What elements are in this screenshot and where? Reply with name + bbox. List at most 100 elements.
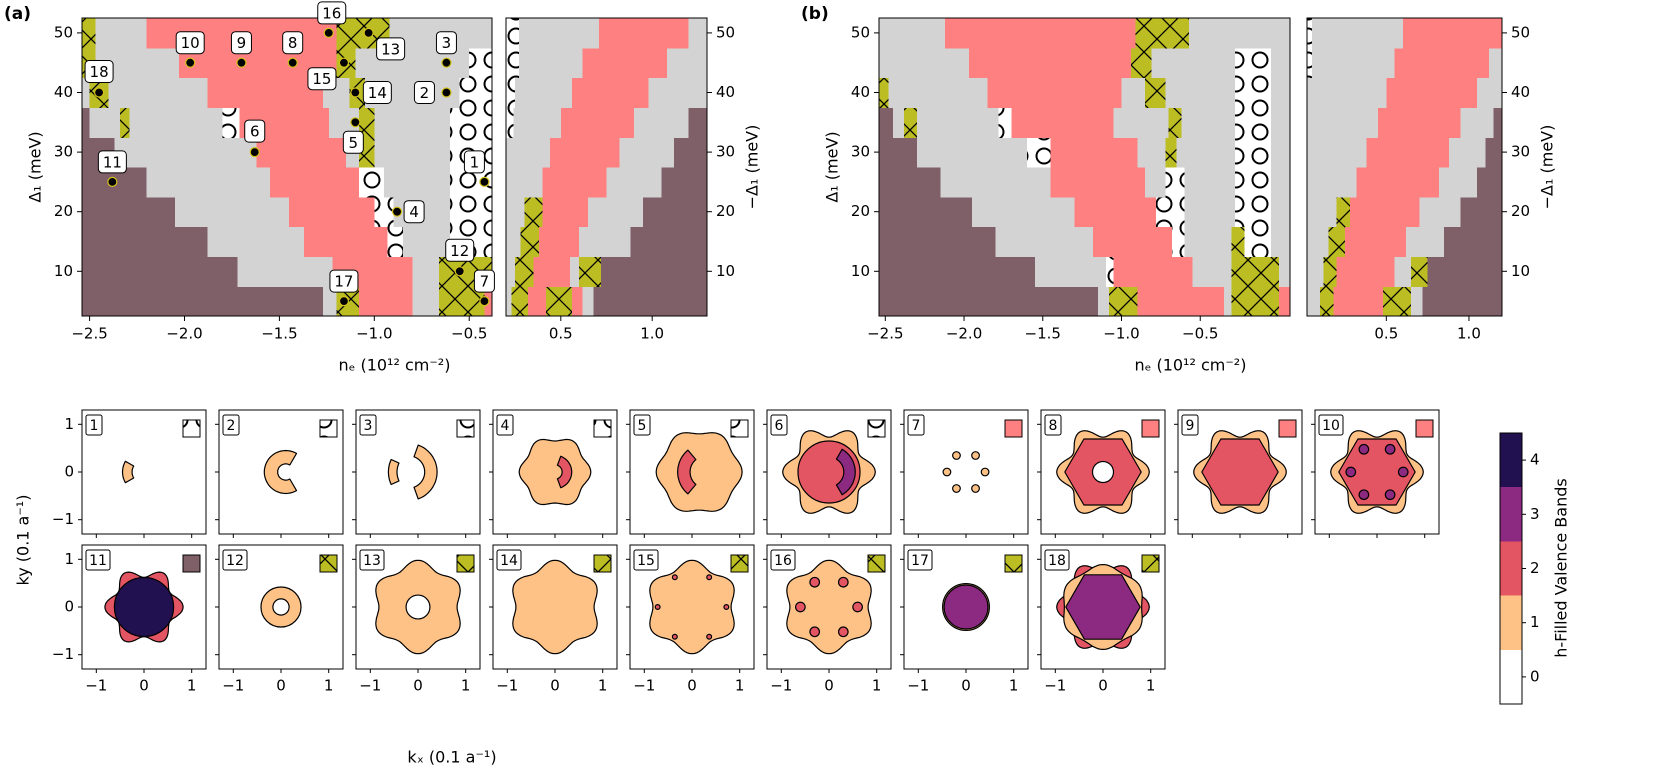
phase-icon — [182, 554, 201, 573]
fermi-pocket — [971, 451, 980, 460]
phase-cell — [1444, 226, 1503, 257]
phase-cell — [412, 286, 440, 317]
x-tick-label: −1.5 — [1025, 325, 1061, 343]
phase-cell — [879, 196, 973, 228]
phase-cell — [606, 167, 662, 198]
phase-cell — [1231, 256, 1280, 287]
state-point — [185, 57, 196, 68]
phase-cell — [542, 167, 608, 198]
fermi-surface — [1056, 564, 1150, 650]
fermi-pocket — [942, 467, 952, 477]
phase-cell — [359, 167, 385, 198]
fermi-pocket — [556, 455, 573, 489]
phase-cell — [643, 196, 708, 228]
state-point — [287, 57, 298, 68]
axes-frame — [1306, 17, 1503, 317]
point-label: 12 — [450, 242, 469, 260]
fermi-surface — [512, 559, 598, 655]
point-label-box — [445, 238, 475, 262]
x-tick-label: 1 — [461, 677, 471, 695]
phase-cell — [359, 107, 375, 138]
phase-icon — [1004, 554, 1023, 573]
phase-icon — [867, 554, 886, 573]
panel-number: 8 — [1049, 418, 1058, 434]
phase-cell — [520, 226, 540, 257]
phase-cell — [237, 256, 334, 287]
phase-cell — [1097, 286, 1110, 317]
fermi-pocket — [795, 601, 806, 613]
phase-icon — [182, 419, 201, 438]
phase-cell — [1402, 18, 1503, 49]
panel-number: 2 — [227, 418, 236, 434]
phase-icon — [1278, 419, 1297, 438]
y-tick-label: 30 — [716, 143, 735, 161]
phase-map — [506, 18, 708, 317]
phase-cell — [506, 167, 544, 198]
phase-cell — [114, 137, 258, 168]
phase-map — [82, 18, 493, 317]
point-label-box — [435, 31, 457, 55]
phase-cell — [1234, 107, 1272, 138]
panel-number-box — [907, 414, 925, 436]
x-axis-label: kₓ (0.1 a⁻¹) — [407, 748, 496, 767]
x-tick-label: 0 — [276, 677, 286, 695]
fermi-surface — [942, 583, 990, 631]
state-point — [350, 117, 361, 128]
y-tick-label: 10 — [716, 262, 735, 280]
panel-number: 15 — [637, 553, 655, 569]
phase-cell — [879, 47, 970, 79]
phase-cell — [571, 77, 650, 108]
phase-cell — [89, 107, 121, 138]
x-tick-label: −1 — [907, 677, 929, 695]
phase-cell — [511, 286, 529, 317]
point-label: 10 — [181, 34, 200, 52]
phase-cell — [1488, 47, 1503, 79]
fermi-pocket — [405, 594, 431, 620]
phase-cell — [207, 226, 305, 257]
phase-cell — [1271, 137, 1291, 168]
phase-cell — [1189, 18, 1291, 49]
x-tick-label: 0.5 — [549, 325, 573, 343]
state-point — [249, 147, 260, 158]
state-point — [479, 296, 490, 307]
panel-number-box — [1318, 414, 1344, 436]
fermi-pocket — [852, 601, 863, 613]
point-label-box — [342, 130, 364, 154]
x-tick-label: −1.5 — [261, 325, 297, 343]
phase-cell — [571, 286, 584, 317]
point-label-box — [97, 150, 127, 174]
phase-cell — [1234, 196, 1272, 228]
phase-cell — [1130, 47, 1153, 79]
phase-cell — [1307, 107, 1379, 138]
y-tick-label: 40 — [54, 83, 73, 101]
phase-cell — [1307, 196, 1338, 228]
phase-cell — [1156, 196, 1186, 228]
fermi-pocket — [113, 576, 175, 638]
phase-map — [1307, 18, 1503, 317]
phase-cell — [560, 107, 635, 138]
fermi-surface — [121, 460, 135, 484]
fermi-pocket — [1397, 466, 1409, 478]
phase-cell — [175, 196, 290, 228]
phase-cell — [506, 107, 514, 138]
state-point — [441, 87, 452, 98]
point-label-box — [84, 60, 114, 83]
panel-number: 7 — [912, 418, 921, 434]
phase-cell — [546, 286, 573, 317]
y-axis-label: ky (0.1 a⁻¹) — [14, 495, 33, 586]
y-tick-label: 10 — [1511, 262, 1530, 280]
phase-cell — [916, 107, 1000, 138]
phase-cell — [1050, 137, 1138, 168]
fermi-pocket — [1065, 574, 1141, 640]
point-label: 4 — [409, 203, 419, 221]
y-axis-label: Δ₁ (meV) — [26, 131, 45, 202]
phase-cell — [506, 286, 513, 317]
phase-cell — [1460, 107, 1495, 138]
point-label: 6 — [250, 123, 260, 141]
fermi-surface — [387, 444, 438, 500]
phase-cell — [630, 226, 708, 257]
y-tick-label: 30 — [54, 143, 73, 161]
fermi-pocket — [387, 458, 400, 486]
point-label: 5 — [349, 134, 359, 152]
x-tick-label: −1 — [633, 677, 655, 695]
